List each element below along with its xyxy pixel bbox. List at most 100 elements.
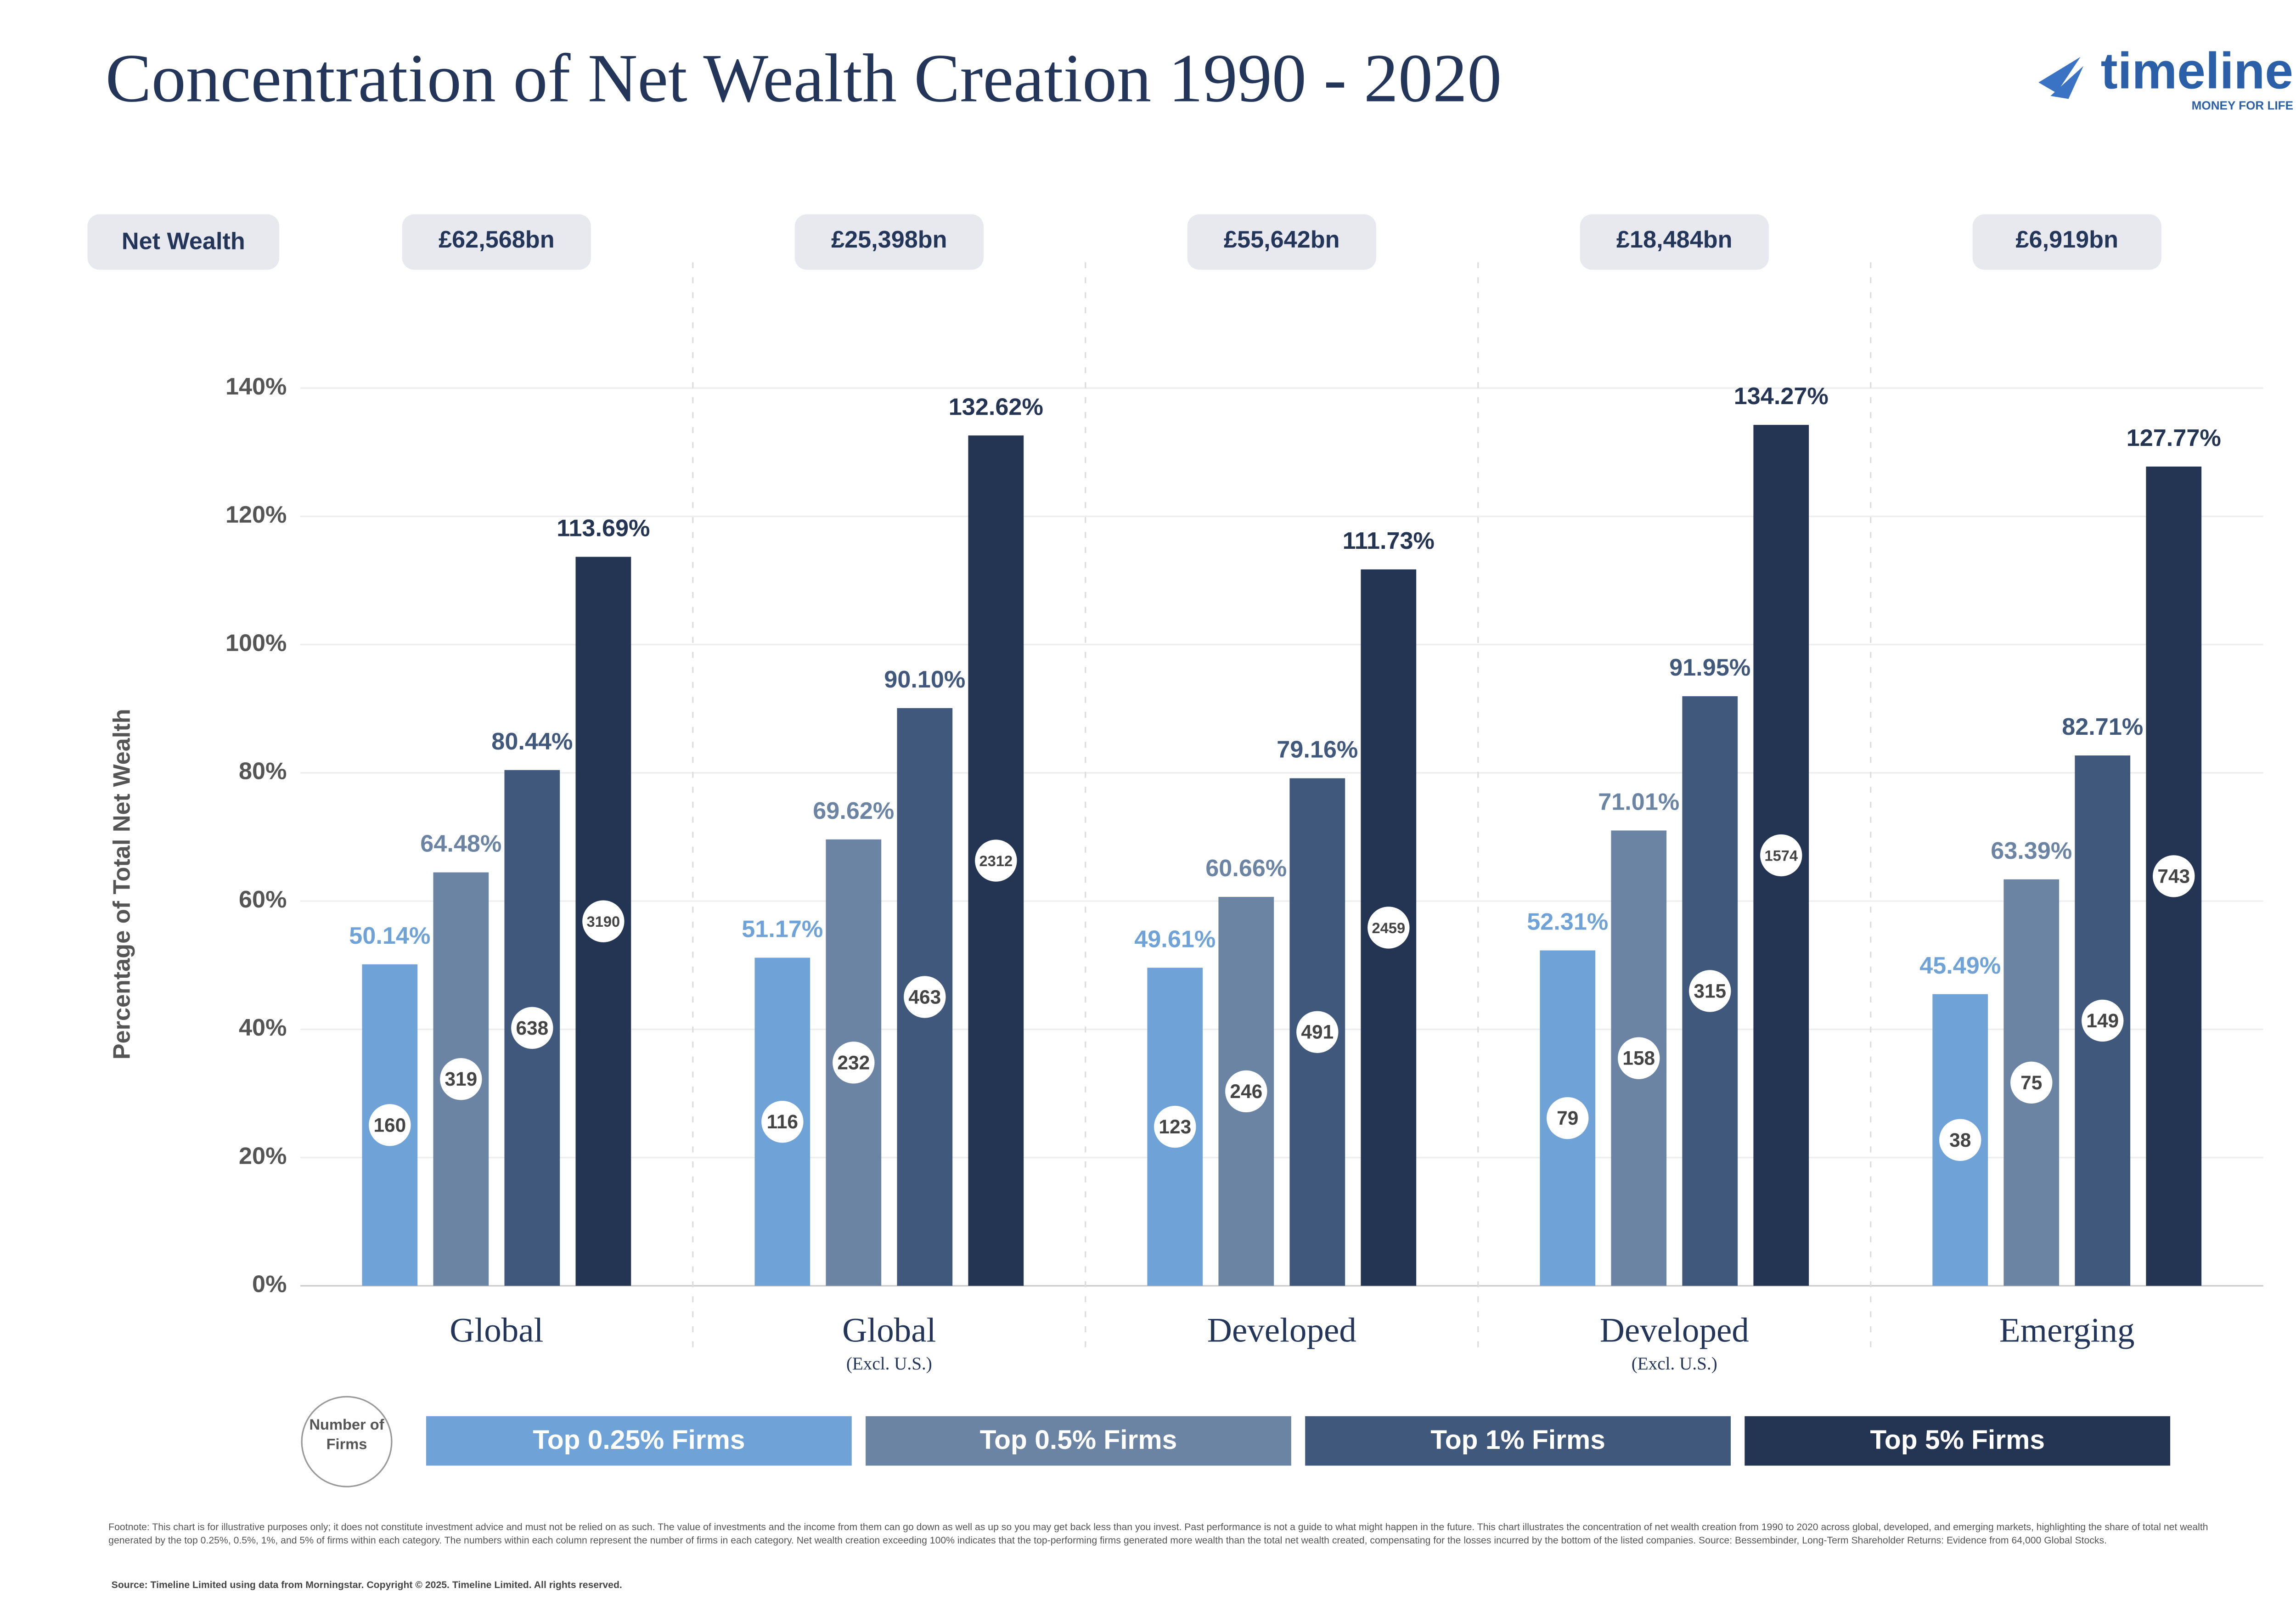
logo: timeline MONEY FOR LIFE [2038, 42, 2293, 113]
net-wealth-pill [1580, 214, 1769, 270]
firms-count: 463 [908, 986, 941, 1008]
y-tick-label: 80% [239, 758, 287, 785]
firms-badge [1689, 970, 1731, 1012]
source: Source: Timeline Limited using data from… [112, 1580, 622, 1590]
x-tick-sublabel: (Excl. U.S.) [846, 1354, 932, 1374]
value-label: 51.17% [742, 916, 823, 942]
logo-icon [2038, 57, 2084, 99]
firms-badge [369, 1104, 411, 1146]
legend-label: Top 0.25% Firms [533, 1425, 745, 1455]
value-label: 127.77% [2127, 425, 2221, 451]
net-wealth-pill [1187, 214, 1376, 270]
firms-badge [1225, 1070, 1267, 1113]
firms-badge [1760, 834, 1802, 877]
firms-badge [2153, 855, 2195, 897]
value-label: 71.01% [1598, 789, 1679, 815]
value-label: 52.31% [1527, 909, 1608, 935]
footnote-text: Footnote: This chart is for illustrative… [108, 1522, 2208, 1547]
value-label: 60.66% [1205, 855, 1287, 882]
value-label: 132.62% [949, 394, 1043, 420]
legend-label: Top 1% Firms [1430, 1425, 1605, 1455]
x-tick-label: Developed [1207, 1312, 1356, 1350]
value-label: 49.61% [1134, 926, 1216, 952]
y-tick-label: 40% [239, 1014, 287, 1041]
firms-badge [1154, 1105, 1196, 1148]
value-label: 50.14% [349, 923, 430, 949]
value-label: 134.27% [1734, 383, 1829, 410]
firms-count: 319 [445, 1068, 477, 1090]
value-label: 91.95% [1669, 654, 1750, 681]
firms-count: 149 [2086, 1010, 2119, 1031]
firms-badge [1618, 1037, 1660, 1079]
net-wealth-value: £62,568bn [439, 226, 554, 253]
firms-badge [1547, 1097, 1589, 1139]
firms-count: 160 [373, 1114, 406, 1136]
legend-swatch [1305, 1416, 1731, 1466]
value-label: 64.48% [420, 831, 501, 857]
firms-count: 491 [1301, 1021, 1334, 1043]
firms-legend-circle [301, 1396, 393, 1487]
firms-count: 2312 [979, 852, 1013, 869]
firms-count: 75 [2020, 1072, 2042, 1093]
x-tick-label: Global [450, 1312, 543, 1350]
firms-count: 1574 [1764, 847, 1798, 864]
firms-count: 38 [1949, 1129, 1971, 1151]
value-label: 113.69% [557, 515, 650, 542]
net-wealth-pill [1972, 214, 2161, 270]
net-wealth-pill [402, 214, 591, 270]
y-tick-label: 100% [225, 630, 287, 656]
firms-badge [904, 976, 946, 1018]
value-label: 82.71% [2062, 714, 2143, 740]
y-tick-label: 0% [252, 1271, 287, 1298]
firms-badge [1939, 1119, 1981, 1161]
value-label: 69.62% [813, 798, 894, 824]
net-wealth-value: £55,642bn [1224, 226, 1339, 253]
value-label: 80.44% [491, 728, 573, 755]
legend-swatch [1745, 1416, 2171, 1466]
firms-badge [2082, 999, 2124, 1042]
firms-legend: Number of Firms [309, 1418, 384, 1453]
firms-count: 743 [2157, 865, 2190, 887]
firms-badge [1367, 907, 1410, 949]
net-wealth-value: £6,919bn [2016, 226, 2118, 253]
firms-badge [511, 1007, 553, 1049]
y-axis-label: Percentage of Total Net Wealth [109, 709, 135, 1059]
legend-label: Top 0.5% Firms [980, 1425, 1177, 1455]
footnote: Footnote: This chart is for illustrative… [108, 1522, 2208, 1547]
x-tick-label: Global [842, 1312, 936, 1350]
firms-badge [975, 839, 1017, 882]
y-tick-label: 120% [225, 501, 287, 528]
firms-count: 79 [1557, 1107, 1578, 1129]
y-tick-label: 20% [239, 1143, 287, 1169]
firms-count: 315 [1694, 980, 1726, 1002]
value-label: 79.16% [1277, 737, 1358, 763]
logo-name: timeline [2101, 42, 2293, 99]
x-tick-label: Developed [1600, 1312, 1749, 1350]
legend-swatch [426, 1416, 852, 1466]
firms-badge [2010, 1061, 2053, 1104]
net-wealth-value: £18,484bn [1616, 226, 1732, 253]
value-label: 63.39% [1991, 838, 2072, 864]
firms-count: 123 [1159, 1116, 1191, 1138]
x-tick-sublabel: (Excl. U.S.) [1632, 1354, 1717, 1374]
value-label: 111.73% [1343, 528, 1435, 554]
legend-label: Top 5% Firms [1870, 1425, 2045, 1455]
legend-swatch [866, 1416, 1291, 1466]
firms-badge [761, 1100, 804, 1143]
chart-title: Concentration of Net Wealth Creation 199… [106, 40, 1502, 116]
value-label: 45.49% [1919, 952, 2001, 979]
logo-tagline: MONEY FOR LIFE [2192, 99, 2293, 113]
net-wealth-pill [87, 214, 280, 270]
x-tick-label: Emerging [1999, 1312, 2135, 1350]
firms-count: 158 [1622, 1048, 1655, 1069]
net-wealth-pill [794, 214, 984, 270]
value-label: 90.10% [884, 666, 965, 693]
y-tick-label: 60% [239, 886, 287, 913]
firms-count: 246 [1230, 1081, 1262, 1102]
firms-count: 2459 [1372, 919, 1406, 936]
firms-count: 116 [767, 1111, 798, 1132]
firms-count: 638 [516, 1017, 548, 1039]
net-wealth-value: £25,398bn [831, 226, 947, 253]
